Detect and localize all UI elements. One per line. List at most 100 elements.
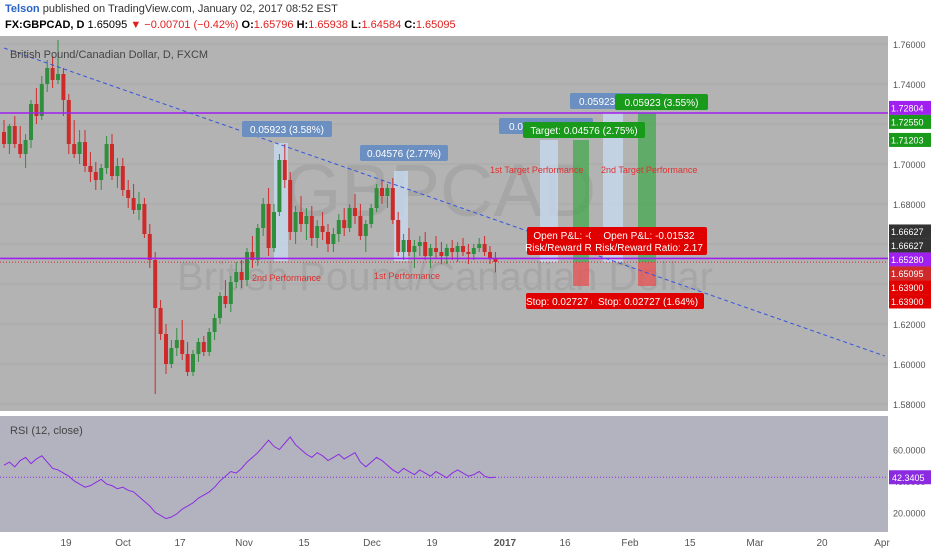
candle-body <box>83 142 87 166</box>
rsi-tick-label: 60.0000 <box>893 446 926 456</box>
time-tick-label: Apr <box>874 538 890 549</box>
published-text: published on TradingView.com, January 02… <box>42 3 338 15</box>
price-axis-tag-text: 1.65280 <box>891 255 924 265</box>
price-axis-tag-text: 1.71203 <box>891 135 924 145</box>
candle-body <box>223 296 228 304</box>
candle-body <box>61 74 66 100</box>
candle-body <box>110 144 114 176</box>
measure-label-left: 0.05923 (3.58%) <box>250 125 324 136</box>
performance-label-2nd: 2nd Performance <box>252 273 321 283</box>
candle-body <box>342 220 347 228</box>
stop-label-1: Stop: 0.02727 (1.64%) <box>526 297 626 308</box>
candle-body <box>385 188 390 196</box>
target-label-1-box <box>523 122 645 138</box>
descending-trendline <box>3 47 885 357</box>
time-tick-label: 2017 <box>494 538 517 549</box>
time-tick-label: 19 <box>60 538 72 549</box>
candle-body <box>137 204 141 210</box>
candle-body <box>207 332 212 352</box>
last-price: 1.65095 <box>87 19 128 31</box>
candle-body <box>477 244 482 248</box>
candle-body <box>218 296 222 318</box>
candle-body <box>288 180 293 232</box>
candle-body <box>147 234 152 260</box>
price-axis-tag <box>889 224 931 239</box>
candle-body <box>272 212 276 248</box>
price-axis-tag <box>889 280 931 295</box>
price-axis-tag-text: 1.63900 <box>891 297 924 307</box>
candle-body <box>326 232 330 244</box>
candle-body <box>347 208 352 228</box>
candle-body <box>439 252 444 256</box>
candle-body <box>12 126 17 144</box>
price-tick-label: 1.74000 <box>893 80 926 90</box>
candle-body <box>169 348 174 364</box>
candle-body <box>482 244 487 252</box>
time-tick-label: Mar <box>746 538 764 549</box>
open-pnl-1-line1: Open P&L: -0.01532 <box>533 231 625 242</box>
rsi-pane[interactable] <box>0 416 888 532</box>
candle-body <box>18 144 23 154</box>
open-label: O: <box>241 19 254 31</box>
time-tick-label: 16 <box>559 538 571 549</box>
candle-body <box>23 140 28 154</box>
target-label-2-box <box>615 94 708 110</box>
price-axis-tag-text: 1.63900 <box>891 283 924 293</box>
price-axis-tag-text: 1.66627 <box>891 241 924 251</box>
candle-body <box>358 216 363 236</box>
publisher-line: Telson published on TradingView.com, Jan… <box>5 3 338 15</box>
candle-body <box>126 190 131 198</box>
axis-labels: 1.760001.740001.720001.700001.680001.660… <box>60 40 931 549</box>
candle-body <box>396 220 401 252</box>
candle-body <box>353 208 357 216</box>
candle-body <box>423 242 428 256</box>
price-tick-label: 1.60000 <box>893 360 926 370</box>
candle-body <box>471 248 476 254</box>
candle-body <box>331 234 336 244</box>
candle-body <box>56 74 60 80</box>
candle-body <box>390 188 395 220</box>
candle-body <box>299 212 303 224</box>
rsi-plot <box>0 436 888 520</box>
stop-label-2: Stop: 0.02727 (1.64%) <box>598 297 698 308</box>
stop-zone-2 <box>638 262 656 286</box>
open-value: 1.65796 <box>253 19 294 31</box>
candle-body <box>412 246 417 252</box>
price-axis-tag <box>889 266 931 281</box>
projection-box-2 <box>603 113 623 263</box>
price-axis-tag <box>889 294 931 309</box>
target-performance-1: 1st Target Performance <box>490 165 583 175</box>
candle-body <box>466 252 471 254</box>
symbol-label[interactable]: FX:GBPCAD, D <box>5 19 85 31</box>
close-value: 1.65095 <box>415 19 456 31</box>
candle-body <box>142 204 147 234</box>
candle-body <box>201 342 206 352</box>
price-chart[interactable]: GBPCAD British Pound/Canadian Dollar 1.7… <box>0 36 932 550</box>
candle-body <box>255 228 260 260</box>
ohlc-line: FX:GBPCAD, D 1.65095 ▼ −0.00701 (−0.42%)… <box>5 19 456 31</box>
time-axis[interactable] <box>0 532 888 550</box>
candle-body <box>374 188 379 208</box>
candle-body <box>115 166 120 176</box>
open-pnl-2-box <box>591 227 707 255</box>
candle-body <box>407 240 411 252</box>
author-link[interactable]: Telson <box>5 3 40 15</box>
candle-body <box>93 172 98 180</box>
candle-body <box>45 68 50 84</box>
time-tick-label: Nov <box>235 538 253 549</box>
open-pnl-2-line2: Risk/Reward Ratio: 2.17 <box>595 243 703 254</box>
price-pane[interactable] <box>0 36 888 412</box>
candle-body <box>261 204 266 228</box>
candle-body <box>120 166 125 190</box>
price-axis-tag-text: 1.65095 <box>891 269 924 279</box>
candle-body <box>461 246 465 252</box>
candle-body <box>239 272 244 280</box>
price-tick-label: 1.58000 <box>893 400 926 410</box>
price-axis-tag <box>889 132 931 147</box>
candle-body <box>72 144 77 154</box>
price-axis-tag-text: 1.72804 <box>891 103 924 113</box>
candle-body <box>164 334 168 364</box>
candle-body <box>196 342 201 354</box>
candle-body <box>158 308 163 334</box>
candle-body <box>493 258 498 262</box>
